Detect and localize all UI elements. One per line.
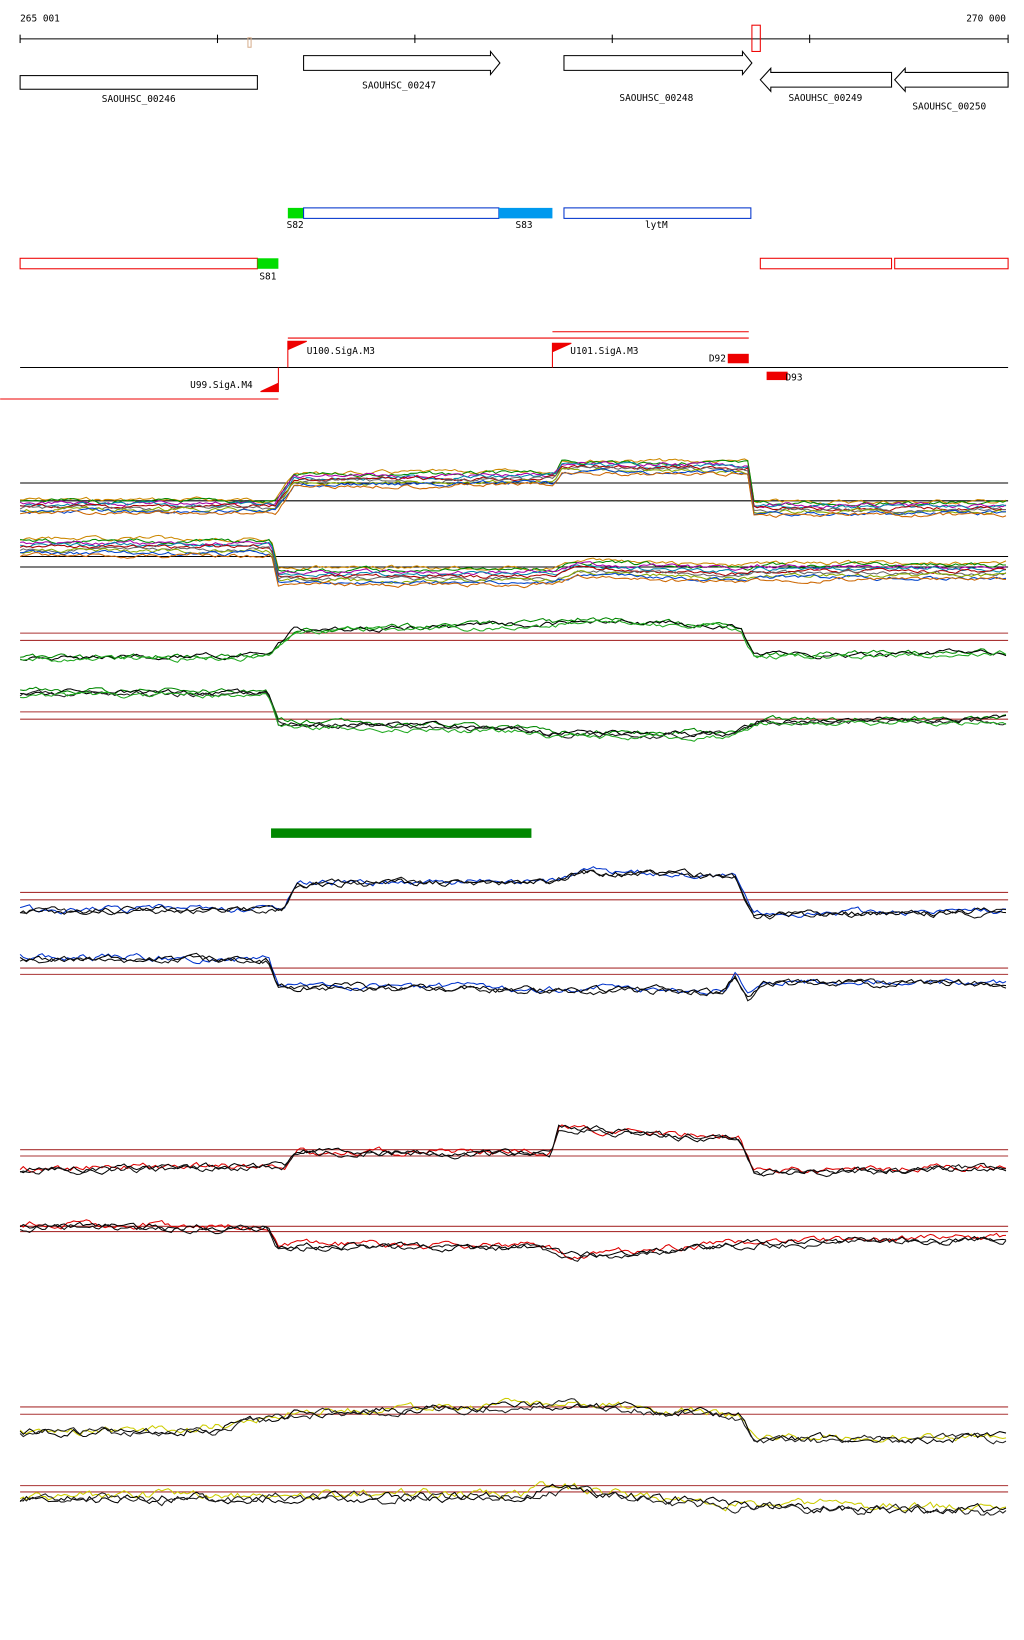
promoter-label: U99.SigA.M4 (190, 380, 253, 391)
track-line (20, 471, 1007, 518)
promoter-label: U101.SigA.M3 (570, 346, 638, 357)
promoter-label: D92 (709, 354, 726, 365)
track-line (20, 541, 1007, 578)
track-line (19, 1124, 1007, 1174)
track-line (19, 1484, 1007, 1516)
genes (19, 49, 1009, 93)
gene-label: SAOUHSC_00248 (619, 93, 693, 104)
track-line (19, 1219, 1007, 1260)
track-line (20, 539, 1007, 576)
track-line (19, 1397, 1007, 1443)
promoter-label: D93 (786, 372, 803, 383)
features (19, 207, 1009, 270)
track-line (20, 691, 1007, 742)
track-line (20, 458, 1007, 505)
region-bar (271, 828, 532, 838)
promoters (0, 331, 1009, 400)
track-line (19, 538, 1006, 573)
track-line (19, 1223, 1007, 1262)
gene-label: SAOUHSC_00249 (788, 93, 862, 104)
gene-label: SAOUHSC_00250 (912, 102, 986, 113)
axis-start: 265 001 (20, 13, 60, 24)
expression-tracks (19, 458, 1009, 1516)
track-line (19, 1129, 1007, 1178)
feature-label: S82 (287, 220, 304, 231)
axis-end: 270 000 (966, 13, 1006, 24)
track-line (20, 619, 1007, 663)
track-line (20, 688, 1007, 738)
track-line (20, 468, 1006, 517)
track-line (19, 547, 1007, 584)
track-line (19, 1401, 1007, 1445)
feature-label: S81 (259, 272, 276, 283)
feature-label: lytM (645, 220, 668, 231)
track-line (20, 534, 1007, 572)
track-line (19, 869, 1007, 920)
gene-label: SAOUHSC_00246 (102, 94, 176, 105)
track-line (19, 952, 1007, 1002)
gene-label: SAOUHSC_00247 (362, 81, 436, 92)
track-line (19, 551, 1007, 589)
coordinate-axis (19, 24, 1009, 52)
track-line (19, 1481, 1007, 1512)
feature-label: S83 (516, 220, 533, 231)
track-line (19, 1124, 1007, 1177)
track-line (20, 1483, 1007, 1515)
track-line (20, 461, 1007, 510)
promoter-label: U100.SigA.M3 (307, 346, 375, 357)
track-line (19, 546, 1007, 582)
track-line (19, 1398, 1007, 1445)
